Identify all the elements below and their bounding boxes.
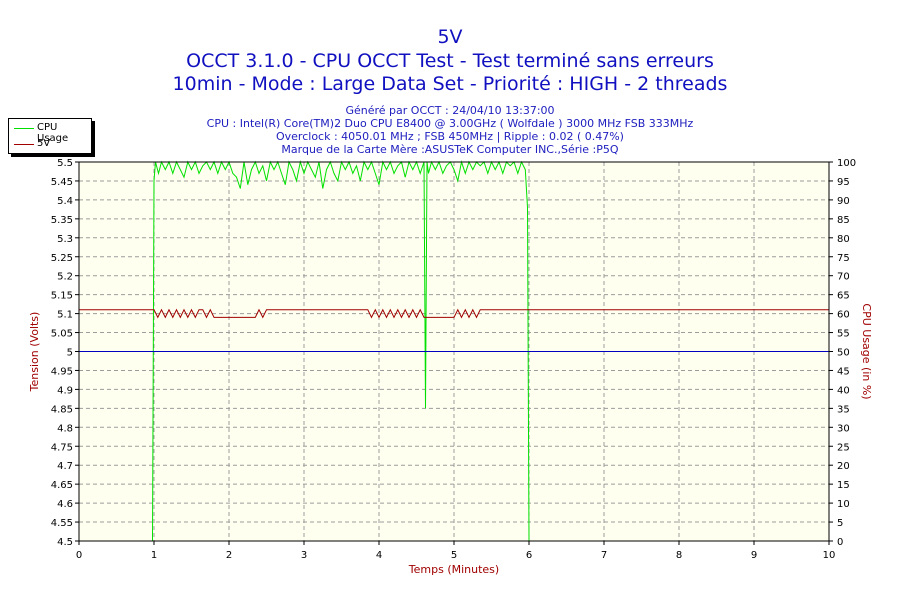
legend-label-5v: 5V: [37, 138, 51, 149]
x-tick-label: 2: [226, 550, 232, 561]
y-left-tick-label: 4.9: [57, 385, 73, 396]
y-right-tick-label: 80: [837, 234, 850, 245]
y-right-tick-label: 100: [837, 158, 856, 169]
y-left-tick-label: 4.85: [51, 404, 73, 415]
y-left-tick-label: 5.25: [51, 253, 73, 264]
x-tick-label: 5: [451, 550, 457, 561]
legend-label-cpu-usage: CPU Usage: [37, 122, 69, 144]
y-right-tick-label: 25: [837, 442, 850, 453]
y-right-tick-label: 10: [837, 499, 850, 510]
y-right-tick-label: 5: [837, 518, 843, 529]
y-left-tick-label: 5.2: [57, 272, 73, 283]
y-left-tick-label: 5.4: [57, 196, 73, 207]
y-right-tick-label: 75: [837, 253, 850, 264]
legend-item-5v: 5V: [9, 137, 91, 151]
y-left-tick-label: 5.3: [57, 234, 73, 245]
y-right-tick-label: 85: [837, 215, 850, 226]
y-right-tick-label: 50: [837, 348, 850, 359]
y-left-tick-label: 4.8: [57, 423, 73, 434]
y-right-axis-title: CPU Usage (in %): [860, 303, 873, 399]
y-right-tick-label: 55: [837, 329, 850, 340]
x-tick-label: 7: [601, 550, 607, 561]
y-right-tick-label: 0: [837, 537, 843, 548]
x-tick-label: 9: [751, 550, 757, 561]
x-tick-label: 10: [823, 550, 836, 561]
y-left-axis-title: Tension (Volts): [28, 312, 41, 393]
y-left-tick-label: 4.5: [57, 537, 73, 548]
y-left-tick-label: 5: [67, 348, 73, 359]
x-tick-label: 6: [526, 550, 532, 561]
chart-subtitle-mode: 10min - Mode : Large Data Set - Priorité…: [172, 73, 728, 95]
y-right-tick-label: 40: [837, 385, 850, 396]
chart-legend: CPU Usage 5V: [8, 118, 92, 154]
legend-item-cpu-usage: CPU Usage: [9, 121, 91, 144]
y-right-tick-label: 20: [837, 461, 850, 472]
series-cpu-usage-line: [79, 160, 829, 542]
y-right-tick-label: 95: [837, 177, 850, 188]
y-left-tick-label: 4.75: [51, 442, 73, 453]
y-left-tick-label: 5.45: [51, 177, 73, 188]
y-right-tick-label: 15: [837, 480, 850, 491]
x-tick-label: 1: [151, 550, 157, 561]
x-axis-title: Temps (Minutes): [408, 563, 499, 576]
y-left-tick-label: 4.55: [51, 518, 73, 529]
info-generated: Généré par OCCT : 24/04/10 13:37:00: [345, 104, 555, 117]
y-right-tick-label: 60: [837, 310, 850, 321]
y-left-tick-label: 5.15: [51, 291, 73, 302]
y-right-tick-label: 30: [837, 423, 850, 434]
x-tick-label: 8: [676, 550, 682, 561]
y-right-tick-label: 90: [837, 196, 850, 207]
info-motherboard: Marque de la Carte Mère :ASUSTeK Compute…: [281, 143, 619, 156]
y-left-tick-label: 4.7: [57, 461, 73, 472]
y-left-tick-label: 5.35: [51, 215, 73, 226]
y-right-tick-label: 65: [837, 291, 850, 302]
info-cpu: CPU : Intel(R) Core(TM)2 Duo CPU E8400 @…: [206, 117, 694, 130]
y-left-tick-label: 5.1: [57, 310, 73, 321]
x-tick-label: 0: [76, 550, 82, 561]
y-left-tick-label: 5.05: [51, 329, 73, 340]
info-overclock: Overclock : 4050.01 MHz ; FSB 450MHz | R…: [276, 130, 624, 143]
y-left-tick-label: 4.95: [51, 366, 73, 377]
chart-title: 5V: [437, 26, 463, 48]
y-left-tick-label: 4.6: [57, 499, 73, 510]
y-right-tick-label: 35: [837, 404, 850, 415]
legend-swatch-5v: [14, 144, 34, 145]
y-left-tick-label: 5.5: [57, 158, 73, 169]
chart-subtitle-test: OCCT 3.1.0 - CPU OCCT Test - Test termin…: [186, 50, 714, 72]
y-left-tick-label: 4.65: [51, 480, 73, 491]
series-5v-line: [79, 308, 829, 319]
y-right-tick-label: 45: [837, 366, 850, 377]
x-tick-label: 3: [301, 550, 307, 561]
legend-swatch-cpu-usage: [14, 128, 34, 129]
x-tick-label: 4: [376, 550, 382, 561]
y-right-tick-label: 70: [837, 272, 850, 283]
